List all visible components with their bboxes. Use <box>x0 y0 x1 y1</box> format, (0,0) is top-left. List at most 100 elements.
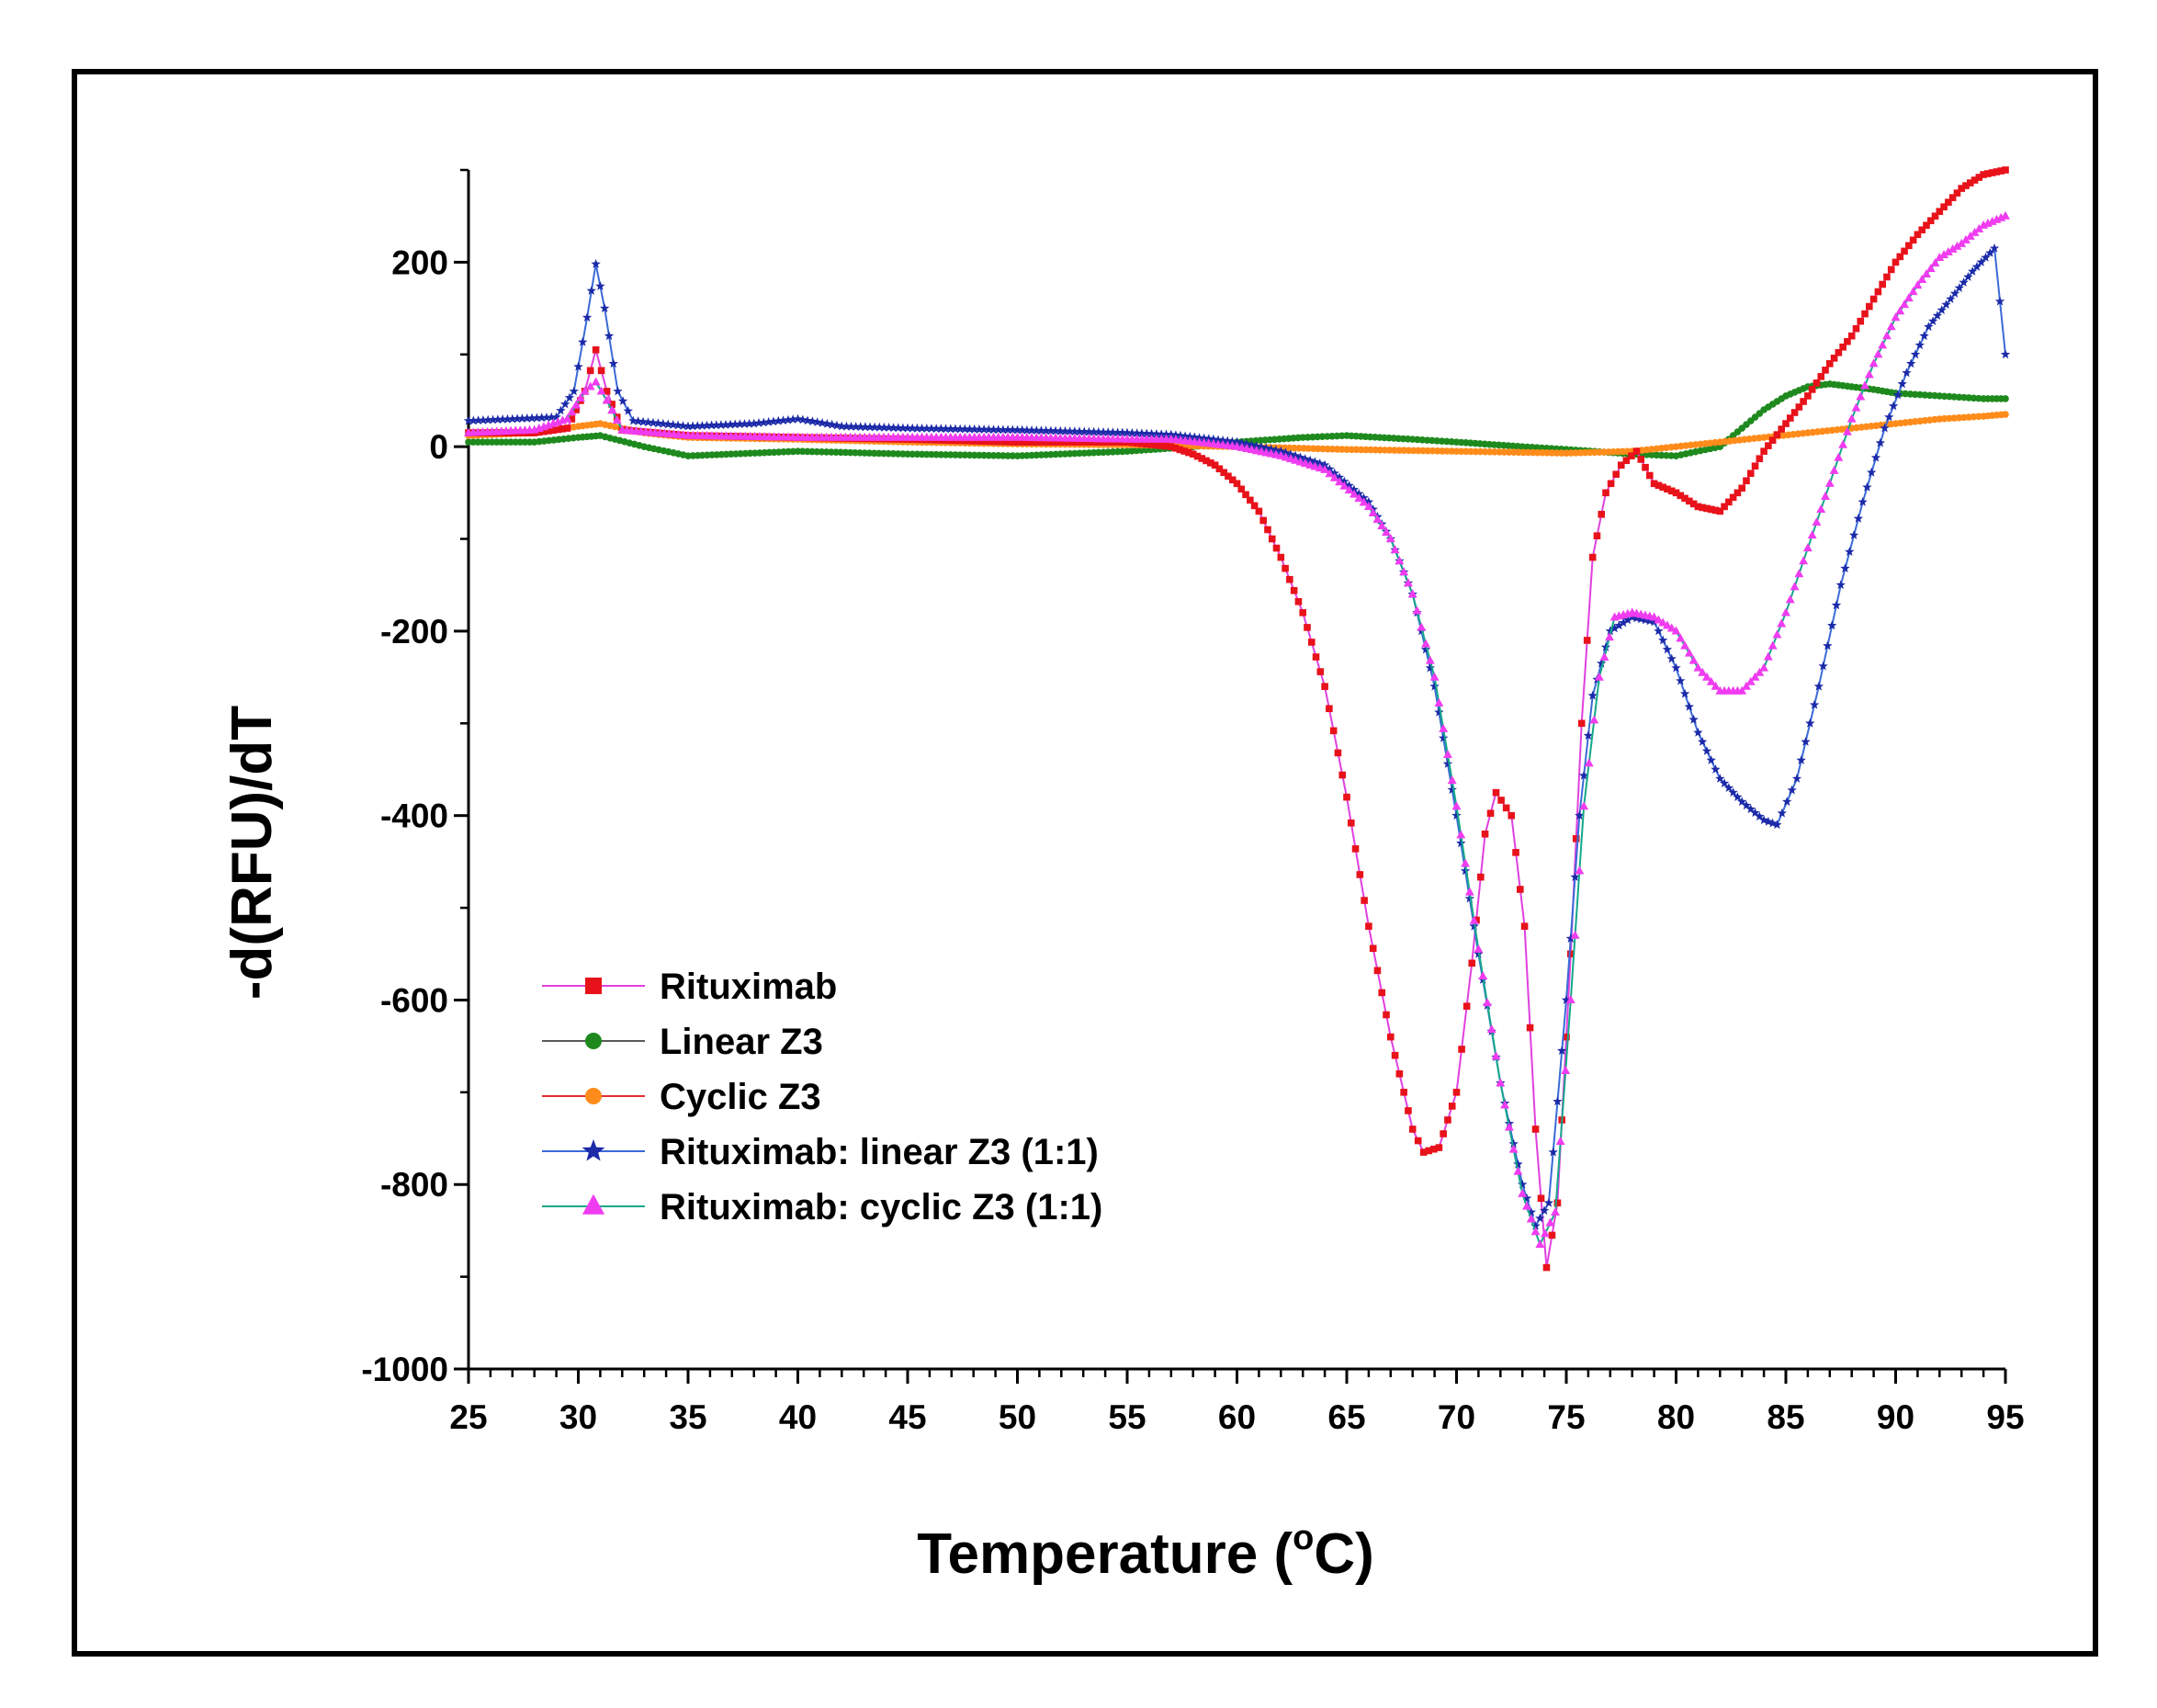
data-point <box>1671 626 1681 635</box>
data-point <box>1822 367 1829 374</box>
data-point <box>1291 450 1301 460</box>
data-point <box>1247 496 1254 504</box>
data-point <box>478 414 489 424</box>
data-point <box>1583 637 1591 644</box>
data-point <box>1361 897 1368 904</box>
data-point <box>1677 492 1685 500</box>
data-point <box>1919 331 1929 341</box>
data-point <box>1050 425 1061 435</box>
data-point <box>1076 438 1083 446</box>
data-point <box>1860 380 1869 390</box>
data-point <box>1857 317 1865 325</box>
data-point <box>1847 332 1856 340</box>
data-point <box>1663 451 1670 459</box>
data-point <box>1539 1205 1550 1216</box>
data-point <box>591 258 601 268</box>
data-point <box>1980 171 1987 178</box>
data-point <box>1867 467 1877 477</box>
legend-label: Rituximab: cyclic Z3 (1:1) <box>660 1187 1102 1227</box>
data-point <box>1679 688 1690 698</box>
data-point <box>1464 887 1474 896</box>
data-point <box>1251 441 1261 450</box>
data-point <box>841 421 852 431</box>
data-point <box>1203 434 1214 444</box>
data-point <box>2000 349 2011 359</box>
data-point <box>1831 600 1842 610</box>
data-point <box>1612 470 1620 479</box>
data-point <box>1913 280 1923 289</box>
data-point <box>1953 189 1961 197</box>
data-point <box>793 413 803 424</box>
data-point <box>1168 443 1175 450</box>
data-point <box>1512 849 1519 856</box>
data-point <box>1646 471 1654 480</box>
data-point <box>1080 438 1089 446</box>
data-point <box>807 416 818 426</box>
data-point <box>1518 1179 1528 1189</box>
data-point <box>1941 300 1951 309</box>
data-point <box>1745 804 1756 814</box>
data-point <box>1643 451 1651 458</box>
data-point <box>1008 424 1018 435</box>
data-point <box>711 420 721 430</box>
data-point <box>1565 995 1575 1004</box>
data-point <box>1356 871 1364 878</box>
x-tick-label: 40 <box>779 1398 817 1436</box>
data-point <box>1935 252 1945 261</box>
data-point <box>1926 217 1935 225</box>
data-point <box>1583 730 1594 741</box>
data-point <box>1497 797 1505 804</box>
data-point <box>1299 609 1306 616</box>
data-point <box>1565 933 1575 943</box>
data-point <box>1176 446 1184 454</box>
data-point <box>1395 1069 1404 1078</box>
data-point <box>1117 427 1127 437</box>
data-point <box>1971 261 1982 271</box>
data-point <box>1079 426 1090 436</box>
data-point <box>1478 970 1488 979</box>
data-point <box>1363 502 1373 511</box>
data-point <box>1970 227 1980 236</box>
data-point <box>945 424 955 434</box>
data-point <box>1930 257 1940 266</box>
data-point <box>1329 727 1338 735</box>
data-point <box>1968 266 1978 276</box>
data-point <box>1180 431 1191 441</box>
data-point <box>1936 208 1944 215</box>
data-point <box>1161 429 1171 439</box>
data-point <box>1153 441 1160 449</box>
data-point <box>1328 432 1336 440</box>
data-point <box>1838 439 1848 448</box>
data-point <box>1535 1239 1545 1249</box>
data-point <box>1285 454 1295 463</box>
data-point <box>1957 238 1967 247</box>
data-point <box>1098 427 1109 436</box>
data-point <box>1931 212 1939 220</box>
data-point <box>1242 491 1249 499</box>
data-point <box>1984 170 1992 177</box>
data-point <box>1671 662 1681 673</box>
data-point <box>536 413 547 423</box>
legend-marker <box>585 1088 602 1104</box>
data-point <box>1312 653 1320 661</box>
data-point <box>545 427 552 435</box>
data-point <box>1924 322 1934 332</box>
x-tick-label: 35 <box>669 1398 706 1436</box>
data-point <box>556 405 566 415</box>
data-point <box>1886 322 1896 331</box>
x-tick-label: 45 <box>888 1398 926 1436</box>
outer-frame <box>72 69 2098 1657</box>
data-point <box>1266 444 1276 454</box>
data-point <box>1763 651 1773 661</box>
series-layer <box>463 166 2011 1272</box>
data-point <box>1407 589 1417 598</box>
data-point <box>1382 527 1391 537</box>
data-point <box>554 425 562 434</box>
data-point <box>1878 340 1888 349</box>
data-point <box>1304 434 1312 441</box>
data-point <box>1295 457 1305 466</box>
data-point <box>1688 655 1699 664</box>
y-tick-label: -800 <box>380 1166 448 1204</box>
legend-marker <box>582 1193 605 1215</box>
data-point <box>1905 242 1913 250</box>
